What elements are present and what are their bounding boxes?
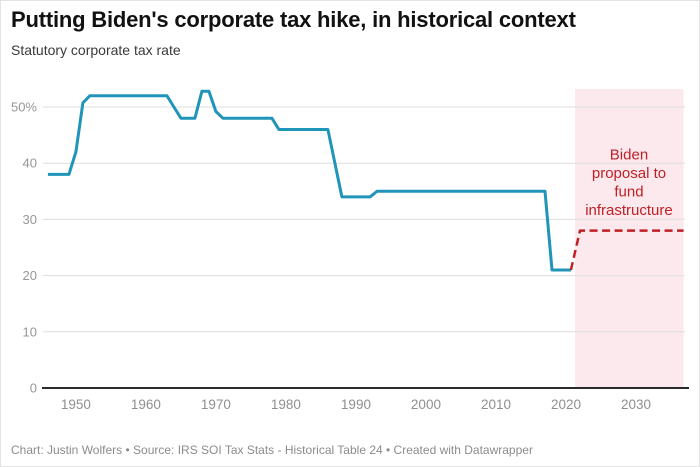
highlight-region-proposal	[575, 89, 684, 388]
chart-footer-attribution: Chart: Justin Wolfers • Source: IRS SOI …	[11, 443, 533, 457]
chart-subtitle: Statutory corporate tax rate	[11, 42, 181, 59]
x-axis-tick-label: 1980	[271, 397, 301, 412]
proposal-rate-line	[569, 229, 684, 271]
annotation-biden-proposal: Biden proposal to fund infrastructure	[585, 146, 673, 219]
x-axis-tick-label: 1960	[131, 397, 161, 412]
x-axis-tick-label: 2010	[481, 397, 511, 412]
x-axis-tick-label: 2020	[551, 397, 581, 412]
y-axis-tick-label: 50%	[11, 99, 37, 114]
y-axis-tick-label: 10	[23, 324, 37, 339]
y-axis-tick-label: 40	[23, 156, 37, 171]
page-title: Putting Biden's corporate tax hike, in h…	[11, 7, 576, 32]
x-axis-tick-label: 1970	[201, 397, 231, 412]
x-axis-tick-label: 2030	[621, 397, 651, 412]
y-axis-tick-label: 0	[30, 381, 37, 396]
y-axis-tick-label: 30	[23, 212, 37, 227]
history-rate-line	[47, 89, 571, 272]
x-axis-tick-label: 1990	[341, 397, 371, 412]
chart-header: Putting Biden's corporate tax hike, in h…	[11, 7, 689, 58]
x-axis-tick-label: 2000	[411, 397, 441, 412]
x-axis-tick-label: 1950	[61, 397, 91, 412]
y-axis-tick-label: 20	[23, 268, 37, 283]
